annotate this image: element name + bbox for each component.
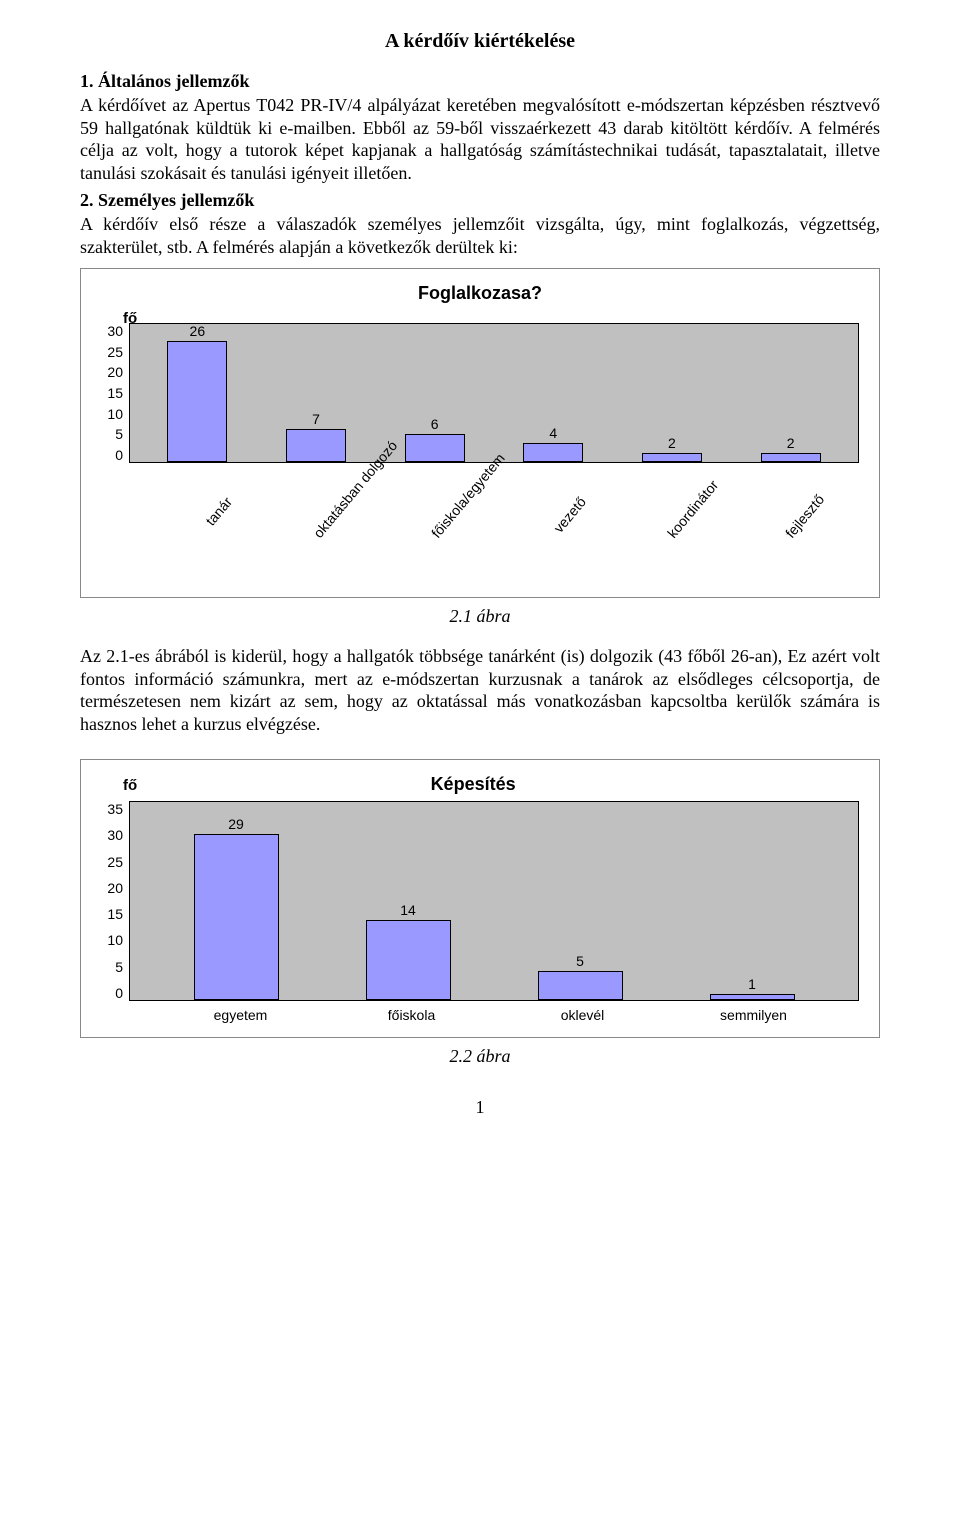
chart1-title: Foglalkozasa? bbox=[101, 283, 859, 304]
chart1-x-labels: tanár oktatásban dolgozó főiskola/egyetem v… bbox=[135, 463, 859, 583]
chart-kepesites: fő Képesítés 35302520151050 291451 egyet… bbox=[80, 759, 880, 1038]
chart1-bar: 2 bbox=[756, 435, 826, 462]
chart1-x-label: oktatásban dolgozó bbox=[310, 477, 367, 541]
chart2-bar-value: 14 bbox=[400, 902, 416, 918]
chart1-bar: 7 bbox=[281, 411, 351, 462]
chart1-x-label: fejlesztő bbox=[782, 477, 839, 541]
chart2-ytick: 30 bbox=[101, 827, 123, 843]
chart2-x-label: semmilyen bbox=[704, 1007, 804, 1023]
chart2-bar-rect bbox=[194, 834, 279, 1000]
chart1-bar: 4 bbox=[518, 425, 588, 462]
chart2-bar: 1 bbox=[702, 976, 802, 1000]
page-number: 1 bbox=[80, 1097, 880, 1118]
chart1-ytick: 30 bbox=[101, 323, 123, 339]
chart1-x-label: főiskola/egyetem bbox=[428, 477, 485, 541]
chart2-caption: 2.2 ábra bbox=[80, 1046, 880, 1067]
chart2-ytick: 15 bbox=[101, 906, 123, 922]
chart1-ytick: 20 bbox=[101, 364, 123, 380]
chart2-bar-value: 29 bbox=[228, 816, 244, 832]
chart1-bar: 26 bbox=[162, 323, 232, 462]
para-after-chart1: Az 2.1-es ábrából is kiderül, hogy a hal… bbox=[80, 645, 880, 735]
chart2-x-label: főiskola bbox=[362, 1007, 462, 1023]
chart2-ytick: 10 bbox=[101, 932, 123, 948]
section-heading-1: 1. Általános jellemzők bbox=[80, 71, 880, 92]
chart1-ytick: 5 bbox=[101, 426, 123, 442]
section-heading-2: 2. Személyes jellemzők bbox=[80, 190, 880, 211]
chart2-bar-rect bbox=[538, 971, 623, 1000]
chart1-bar-value: 26 bbox=[190, 323, 206, 339]
chart1-bar-value: 4 bbox=[549, 425, 557, 441]
chart2-title: Képesítés bbox=[87, 774, 859, 795]
chart1-bar-value: 2 bbox=[668, 435, 676, 451]
chart2-ytick: 25 bbox=[101, 854, 123, 870]
section-1-text: A kérdőívet az Apertus T042 PR-IV/4 alpá… bbox=[80, 94, 880, 184]
chart1-bar-rect bbox=[642, 453, 702, 462]
chart2-bar-value: 1 bbox=[748, 976, 756, 992]
chart1-bar-rect bbox=[286, 429, 346, 462]
chart1-bar-rect bbox=[761, 453, 821, 462]
chart1-bar-value: 2 bbox=[787, 435, 795, 451]
chart1-plot-area: 26 7 6 4 2 2 bbox=[129, 323, 859, 463]
chart1-bar: 2 bbox=[637, 435, 707, 462]
chart1-ytick: 25 bbox=[101, 344, 123, 360]
chart2-x-label: oklevél bbox=[533, 1007, 633, 1023]
chart1-ytick: 0 bbox=[101, 447, 123, 463]
chart1-x-label: vezető bbox=[546, 477, 603, 541]
chart1-bar-rect bbox=[167, 341, 227, 462]
chart2-ytick: 20 bbox=[101, 880, 123, 896]
chart1-y-axis: 30 25 20 15 10 5 0 bbox=[101, 323, 129, 463]
page-title: A kérdőív kiértékelése bbox=[80, 30, 880, 53]
chart2-plot-area: 29 14 5 1 bbox=[129, 801, 859, 1001]
chart2-bar-rect bbox=[366, 920, 451, 1000]
chart1-ytick: 10 bbox=[101, 406, 123, 422]
chart1-caption: 2.1 ábra bbox=[80, 606, 880, 627]
chart1-bar: 6 bbox=[400, 416, 470, 462]
chart2-bar: 29 bbox=[186, 816, 286, 1000]
chart1-bar-rect bbox=[523, 443, 583, 462]
chart1-bar-value: 7 bbox=[312, 411, 320, 427]
chart2-ytick: 5 bbox=[101, 959, 123, 975]
chart1-x-label: koordinátor bbox=[664, 477, 721, 541]
chart2-y-axis: 35 30 25 20 15 10 5 0 bbox=[101, 801, 129, 1001]
chart2-ytick: 0 bbox=[101, 985, 123, 1001]
chart2-bar-value: 5 bbox=[576, 953, 584, 969]
chart2-bar-rect bbox=[710, 994, 795, 1000]
chart1-bar-value: 6 bbox=[431, 416, 439, 432]
chart1-bar-rect bbox=[405, 434, 465, 462]
chart1-x-label: tanár bbox=[192, 477, 249, 541]
chart2-x-labels: egyetem főiskola oklevél semmilyen bbox=[135, 1007, 859, 1023]
chart2-bar: 5 bbox=[530, 953, 630, 1000]
chart1-ytick: 15 bbox=[101, 385, 123, 401]
section-2-text: A kérdőív első része a válaszadók személ… bbox=[80, 213, 880, 258]
chart2-ytick: 35 bbox=[101, 801, 123, 817]
chart2-bar: 14 bbox=[358, 902, 458, 1000]
chart2-x-label: egyetem bbox=[191, 1007, 291, 1023]
chart-foglalkozasa: Foglalkozasa? fő 302520151050 2676422 ta… bbox=[80, 268, 880, 598]
